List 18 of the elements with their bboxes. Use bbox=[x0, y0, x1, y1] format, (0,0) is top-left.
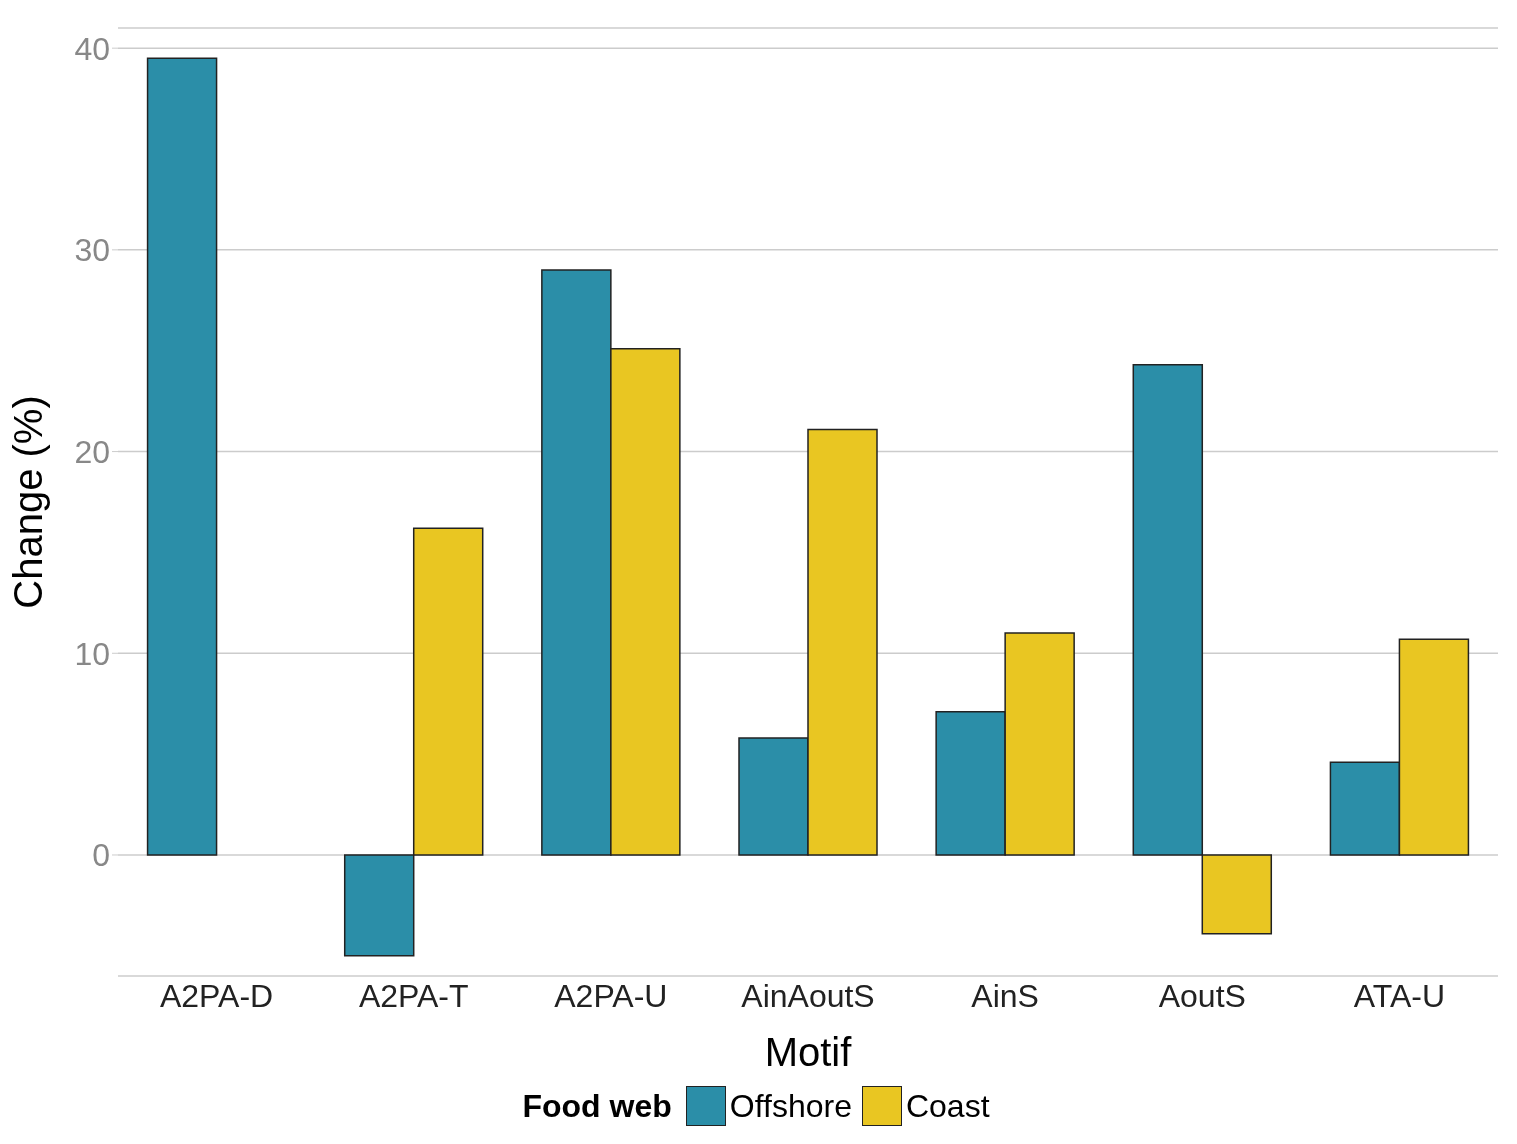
bar bbox=[146, 57, 218, 856]
legend-label: Offshore bbox=[729, 1087, 852, 1125]
x-axis-title: Motif bbox=[764, 1030, 853, 1074]
y-tick-label: 10 bbox=[74, 635, 110, 672]
x-tick-label: AinS bbox=[971, 977, 1039, 1014]
x-tick-label: A2PA-T bbox=[358, 977, 469, 1014]
x-tick-label: AoutS bbox=[1158, 977, 1246, 1014]
y-tick-label: 0 bbox=[92, 837, 110, 874]
y-tick-label: 30 bbox=[74, 232, 110, 269]
x-tick-label: A2PA-D bbox=[159, 977, 274, 1014]
x-tick-label: ATA-U bbox=[1353, 977, 1446, 1014]
x-tick-label: AinAoutS bbox=[741, 977, 875, 1014]
y-tick-label: 40 bbox=[74, 30, 110, 67]
legend-label: Coast bbox=[905, 1087, 990, 1125]
legend-title: Food web bbox=[522, 1087, 672, 1125]
x-tick-label: A2PA-U bbox=[554, 977, 668, 1014]
y-axis-title: Change (%) bbox=[6, 395, 51, 609]
y-tick-label: 20 bbox=[74, 433, 110, 470]
